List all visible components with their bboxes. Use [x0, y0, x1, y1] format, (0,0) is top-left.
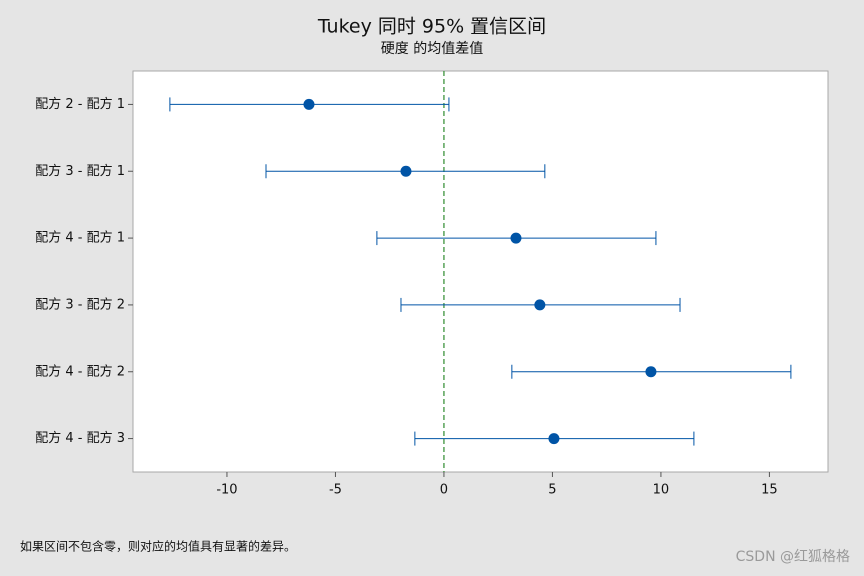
mean-point: [303, 98, 315, 110]
mean-point: [645, 366, 657, 378]
chart-title: Tukey 同时 95% 置信区间: [317, 16, 546, 38]
x-tick-label: 10: [653, 483, 670, 498]
y-tick-label: 配方 4 - 配方 2: [35, 363, 125, 379]
y-tick-label: 配方 4 - 配方 1: [35, 230, 125, 246]
x-tick-label: -5: [329, 483, 342, 498]
watermark: CSDN @红狐格格: [736, 549, 850, 565]
x-tick-label: 15: [761, 483, 778, 498]
y-tick-label: 配方 4 - 配方 3: [35, 430, 125, 446]
footnote: 如果区间不包含零，则对应的均值具有显著的差异。: [20, 539, 296, 554]
plot-area: [132, 70, 829, 473]
chart-subtitle: 硬度 的均值差值: [381, 41, 483, 57]
mean-point: [510, 232, 522, 244]
x-tick-label: -10: [216, 483, 237, 498]
x-tick-label: 0: [440, 483, 448, 498]
y-tick-label: 配方 2 - 配方 1: [35, 96, 125, 112]
mean-point: [534, 299, 546, 311]
y-tick-label: 配方 3 - 配方 1: [35, 163, 125, 179]
y-tick-label: 配方 3 - 配方 2: [35, 296, 125, 312]
mean-point: [548, 433, 560, 445]
mean-point: [400, 165, 412, 177]
x-tick-label: 5: [548, 483, 556, 498]
